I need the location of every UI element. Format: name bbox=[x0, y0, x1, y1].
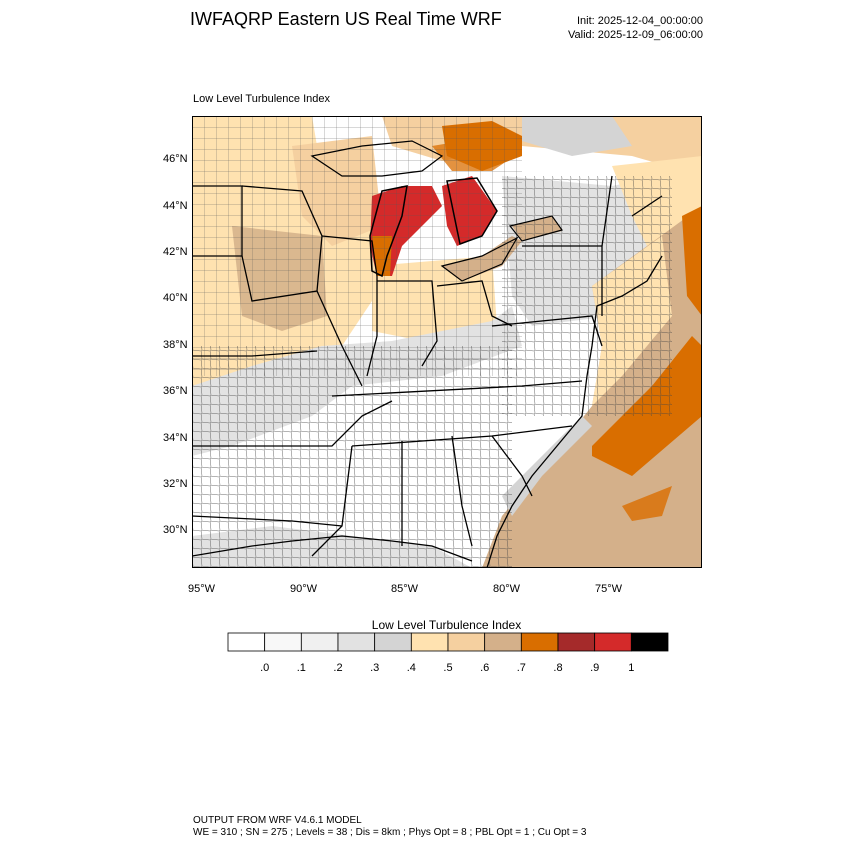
county-grid-south bbox=[192, 346, 512, 568]
lat-label: 30°N bbox=[163, 524, 188, 536]
colorbar-swatch bbox=[227, 632, 266, 652]
colorbar-swatch bbox=[557, 632, 596, 652]
colorbar-tick-label: .2 bbox=[333, 662, 343, 674]
colorbar-tick-label: 1 bbox=[628, 662, 635, 674]
colorbar-tick-label: .5 bbox=[443, 662, 453, 674]
page-title: IWFAQRP Eastern US Real Time WRF bbox=[190, 9, 502, 29]
map-border bbox=[192, 116, 702, 568]
lake-outline-michigan bbox=[369, 185, 408, 278]
lake-outline-superior bbox=[310, 140, 444, 177]
colorbar-tick-label: .9 bbox=[590, 662, 600, 674]
coastline-atlantic bbox=[486, 255, 663, 568]
colorbar-swatch bbox=[594, 632, 632, 652]
colorbar-tick-label: .0 bbox=[260, 662, 270, 674]
colorbar-tick-label: .4 bbox=[406, 662, 416, 674]
lon-label: 75°W bbox=[595, 583, 623, 595]
colorbar-tick-label: .8 bbox=[553, 662, 563, 674]
field-coastal-gray bbox=[502, 416, 592, 516]
colorbar-tick-label: .6 bbox=[480, 662, 490, 674]
colorbar-swatch bbox=[630, 632, 669, 652]
lon-label: 85°W bbox=[391, 583, 419, 595]
colorbar-swatch bbox=[264, 632, 302, 652]
init-time: Init: 2025-12-04_00:00:00 bbox=[577, 15, 703, 27]
lat-label: 46°N bbox=[163, 153, 188, 165]
lat-label: 40°N bbox=[163, 292, 188, 304]
lon-label: 80°W bbox=[493, 583, 521, 595]
turbulence-map bbox=[192, 116, 702, 568]
lat-label: 36°N bbox=[163, 385, 188, 397]
lat-label: 42°N bbox=[163, 246, 188, 258]
lake-outline-huron bbox=[446, 177, 498, 246]
colorbar-tick-label: .3 bbox=[370, 662, 380, 674]
colorbar-swatch bbox=[484, 632, 522, 652]
init-valid-times: Init: 2025-12-04_00:00:00 Valid: 2025-12… bbox=[568, 14, 703, 42]
county-grid-north bbox=[192, 116, 522, 376]
map-subtitle: Low Level Turbulence Index bbox=[193, 93, 330, 105]
colorbar-swatch bbox=[410, 632, 449, 652]
colorbar bbox=[227, 632, 669, 652]
colorbar-tick-label: .1 bbox=[296, 662, 306, 674]
field-atlantic-orange-3 bbox=[622, 486, 672, 521]
colorbar-tick-label: .7 bbox=[516, 662, 526, 674]
field-atlantic-orange bbox=[682, 206, 702, 316]
coastline-gulf bbox=[192, 535, 473, 562]
lat-label: 32°N bbox=[163, 478, 188, 490]
colorbar-swatch bbox=[520, 632, 559, 652]
colorbar-swatch bbox=[300, 632, 339, 652]
colorbar-swatch bbox=[447, 632, 486, 652]
colorbar-swatch bbox=[337, 632, 376, 652]
lat-label: 38°N bbox=[163, 339, 188, 351]
model-info-line1: OUTPUT FROM WRF V4.6.1 MODEL bbox=[193, 815, 362, 826]
lon-label: 95°W bbox=[188, 583, 216, 595]
colorbar-title: Low Level Turbulence Index bbox=[371, 618, 522, 632]
valid-time: Valid: 2025-12-09_06:00:00 bbox=[568, 29, 703, 41]
model-info-line2: WE = 310 ; SN = 275 ; Levels = 38 ; Dis … bbox=[193, 827, 587, 838]
field-canada-gray bbox=[522, 116, 632, 156]
lat-label: 34°N bbox=[163, 432, 188, 444]
model-info: OUTPUT FROM WRF V4.6.1 MODEL WE = 310 ; … bbox=[193, 815, 586, 839]
lake-outline-erie bbox=[440, 236, 519, 282]
lake-outline-ontario bbox=[508, 215, 563, 242]
colorbar-swatch bbox=[374, 632, 412, 652]
state-boundaries bbox=[192, 175, 663, 557]
lon-label: 90°W bbox=[290, 583, 318, 595]
lat-label: 44°N bbox=[163, 200, 188, 212]
